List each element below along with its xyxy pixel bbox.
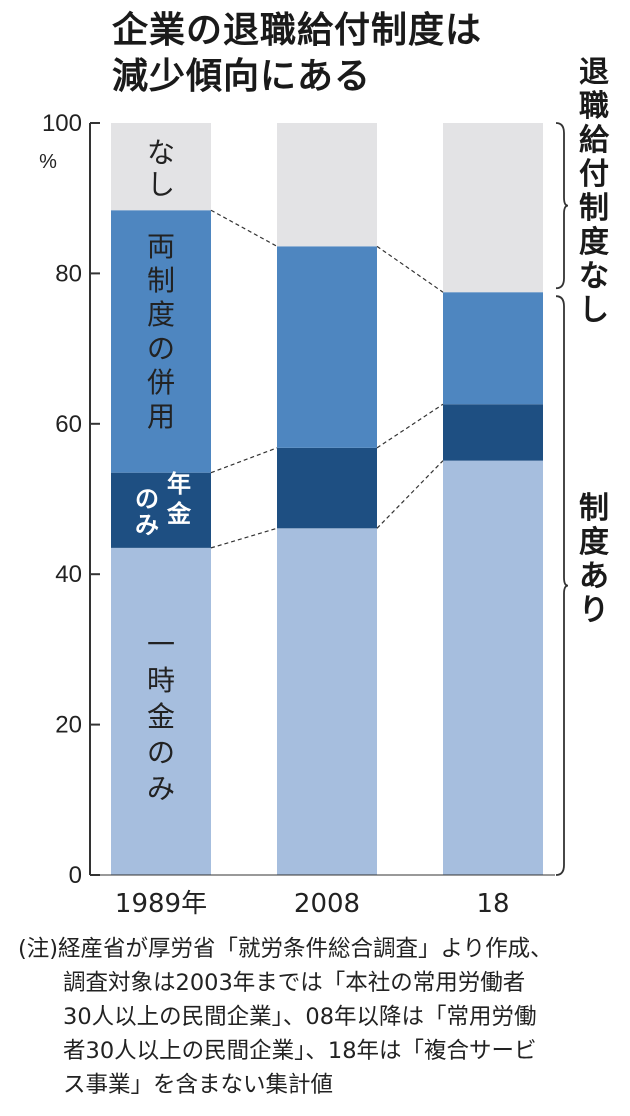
bracket-label-none-char: 付 <box>579 157 609 192</box>
segment-label-both-char: 両 <box>147 230 175 263</box>
bar-segment-both <box>111 210 211 473</box>
segment-label-both-char: 用 <box>147 400 175 433</box>
x-tick-label: 2008 <box>294 889 360 919</box>
chart-title: 企業の退職給付制度は 減少傾向にある <box>112 8 482 100</box>
segment-label-pension-col2-char: の <box>135 485 159 513</box>
bar-segment-pension-only <box>111 472 211 548</box>
segment-label-both-char: の <box>147 332 175 365</box>
connector-line <box>376 245 444 293</box>
x-tick-label: 18 <box>476 889 509 919</box>
bar-segment-pension-only <box>277 447 377 529</box>
connector-line <box>376 460 444 529</box>
segment-label-pension-col2: のみ <box>135 485 159 539</box>
footnote: (注)経産省が厚労省「就労条件総合調査」より作成、 調査対象は2003年までは「… <box>18 932 618 1102</box>
bar-segment-none <box>277 123 377 247</box>
title-line-1: 企業の退職給付制度は <box>112 10 483 51</box>
segment-label-both-char: 制 <box>147 264 175 297</box>
bracket-has <box>555 295 569 876</box>
bar-segment-lump-sum-only <box>277 528 377 875</box>
connector-line <box>210 447 278 474</box>
y-tick-label: 40 <box>55 561 82 588</box>
footnote-line-1: (注)経産省が厚労省「就労条件総合調査」より作成、 <box>18 936 553 962</box>
x-tick-label: 1989年 <box>115 889 207 919</box>
bracket-label-none-char: 職 <box>579 89 609 124</box>
bracket-label-has-char: 制 <box>579 491 609 526</box>
segment-label-lump-sum-char: 時 <box>147 664 175 697</box>
footnote-line-3: 30人以上の民間企業」、08年以降は「常用労働 <box>18 1004 537 1030</box>
segment-label-pension-col2-char: み <box>135 511 159 539</box>
segment-label-both-char: 併 <box>147 366 175 399</box>
segment-label-both-char: 度 <box>147 298 175 331</box>
title-line-2: 減少傾向にある <box>112 56 372 97</box>
footnote-line-4: 者30人以上の民間企業」、18年は「複合サービ <box>18 1038 537 1064</box>
connector-line <box>376 403 444 449</box>
bracket-label-none-char: 制 <box>579 191 609 226</box>
bracket-label-has-char: り <box>579 593 609 628</box>
y-tick-label: 80 <box>55 260 82 287</box>
bar-segment-none <box>111 123 211 211</box>
bracket-label-has-char: あ <box>579 559 609 594</box>
y-tick-label: 20 <box>55 712 82 739</box>
bar-segment-lump-sum-only <box>111 547 211 875</box>
segment-label-pension-col1: 年金 <box>166 470 192 528</box>
bar-segment-none <box>443 123 543 293</box>
bracket-label-none-char: 給 <box>579 123 610 158</box>
bar-segment-both <box>443 292 543 405</box>
bracket-label-none-char: 度 <box>579 225 609 260</box>
y-tick-label: 100 <box>42 110 82 137</box>
connector-line <box>210 527 278 549</box>
y-tick-label: 0 <box>69 862 82 889</box>
bracket-none <box>555 122 569 290</box>
y-unit-label: % <box>39 151 57 173</box>
bar-segment-pension-only <box>443 404 543 461</box>
bar-segment-both <box>277 246 377 448</box>
bracket-label-none-char: 退 <box>579 55 609 90</box>
segment-label-none-char: し <box>147 168 175 201</box>
segment-label-pension-col1-char: 年 <box>167 470 191 498</box>
segment-label-none-char: な <box>147 136 175 169</box>
bracket-label-has-char: 度 <box>579 525 609 560</box>
bar-segment-lump-sum-only <box>443 460 543 875</box>
footnote-line-5: ス事業」を含まない集計値 <box>18 1072 334 1098</box>
bracket-label-none-char: な <box>579 259 609 294</box>
connector-line <box>210 209 278 247</box>
segment-label-lump-sum-char: 金 <box>147 700 175 733</box>
segment-label-lump-sum-char: み <box>147 772 175 805</box>
segment-label-lump-sum-char: の <box>147 736 175 769</box>
segment-label-none: なし <box>147 136 175 201</box>
segment-label-pension-col1-char: 金 <box>166 500 192 528</box>
segment-label-lump-sum-char: 一 <box>147 628 175 661</box>
y-tick-label: 60 <box>55 411 82 438</box>
footnote-line-2: 調査対象は2003年までは「本社の常用労働者 <box>18 970 526 996</box>
bracket-label-none-char: し <box>579 293 609 328</box>
